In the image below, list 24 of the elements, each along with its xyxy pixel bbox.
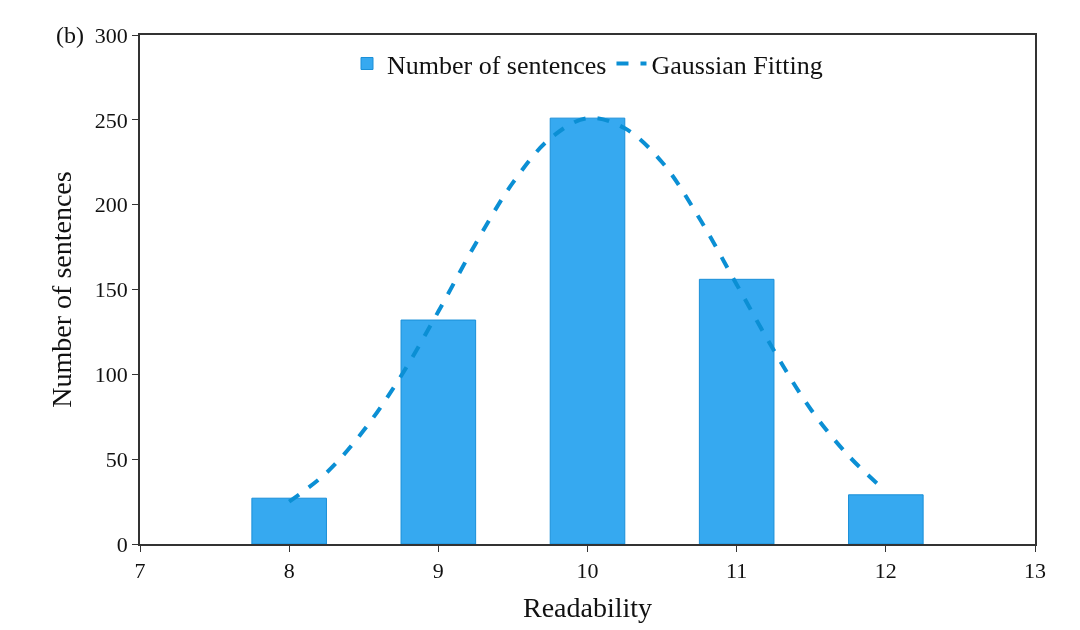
bar — [698, 278, 775, 544]
legend-label: Gaussian Fitting — [651, 50, 823, 80]
x-tick-label: 11 — [726, 558, 748, 584]
x-axis-title: Readability — [522, 591, 653, 623]
bar — [549, 117, 626, 544]
text: (b) — [56, 22, 84, 48]
x-tick-label: 8 — [283, 558, 295, 584]
x-tick-label: 9 — [432, 558, 444, 584]
x-tick-label: 13 — [1024, 558, 1046, 584]
x-tick-label: 12 — [874, 558, 897, 584]
y-tick-label: 200 — [94, 192, 128, 218]
y-axis-title: Number of sentences — [46, 171, 78, 408]
x-tick-label: 7 — [134, 558, 146, 584]
y-tick-label: 100 — [94, 362, 128, 388]
y-tick-label: 250 — [94, 107, 128, 133]
bar — [400, 319, 477, 544]
y-tick-label: 150 — [94, 277, 128, 303]
x-tick-label: 10 — [576, 558, 599, 584]
y-tick-label: 0 — [116, 531, 128, 557]
legend-label: Number of sentences — [387, 50, 607, 80]
y-tick-label: 50 — [105, 446, 128, 472]
y-tick-label: 300 — [94, 22, 128, 48]
bar — [848, 494, 924, 544]
bar — [251, 497, 327, 544]
